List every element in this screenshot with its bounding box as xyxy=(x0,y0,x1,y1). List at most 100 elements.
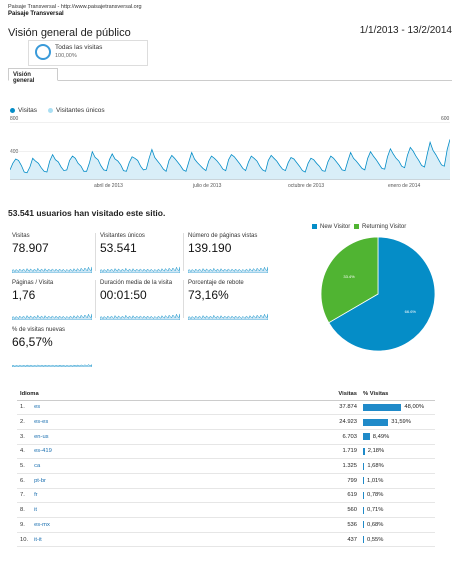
visits-area-chart xyxy=(10,122,450,180)
table-row: 8. it 560 0,71% xyxy=(17,502,435,518)
y-tick-800: 800 xyxy=(10,116,19,122)
language-link[interactable]: es-mx xyxy=(31,517,320,533)
row-pct: 2,18% xyxy=(367,448,385,455)
row-index: 9. xyxy=(17,517,32,533)
metric-divider xyxy=(183,280,184,318)
metric-label: Páginas / Visita xyxy=(12,280,54,286)
row-visits: 619 xyxy=(320,488,360,504)
metric-value: 66,57% xyxy=(12,335,53,349)
metric-unique-visitors[interactable]: Visitantes únicos 53.541 xyxy=(100,233,180,273)
language-link[interactable]: en-us xyxy=(31,429,320,445)
y-right-tick-600: 600 xyxy=(441,116,450,122)
legend-unique[interactable]: Visitantes únicos xyxy=(48,107,105,114)
pie-legend-returning-label: Returning Visitor xyxy=(362,224,407,231)
unique-dot-icon xyxy=(48,107,53,113)
sparkline-path xyxy=(188,313,268,320)
new-visitor-swatch-icon xyxy=(312,224,317,229)
language-link[interactable]: ca xyxy=(31,458,320,474)
language-link[interactable]: es xyxy=(31,400,320,416)
language-link[interactable]: it xyxy=(31,502,320,518)
row-pct: 0,68% xyxy=(367,521,384,528)
metric-bounce-rate[interactable]: Porcentaje de rebote 73,16% xyxy=(188,280,268,320)
sparkline-path xyxy=(12,266,92,273)
table-header-row: Idioma Visitas % Visitas xyxy=(17,388,435,401)
language-link[interactable]: es-es xyxy=(31,414,320,430)
language-link[interactable]: es-419 xyxy=(31,444,320,460)
pct-bar xyxy=(363,536,364,544)
language-table: Idioma Visitas % Visitas 1. es 37.874 48,00… xyxy=(17,388,435,548)
row-index: 10. xyxy=(17,532,32,548)
metric-sparkline xyxy=(12,266,92,273)
row-visits: 37.874 xyxy=(320,400,360,416)
metric-value: 53.541 xyxy=(100,241,137,255)
row-pct: 48,00% xyxy=(404,404,425,411)
row-pct: 0,71% xyxy=(367,507,384,514)
table-row: 2. es-es 24.923 31,59% xyxy=(17,414,435,430)
row-index: 7. xyxy=(17,488,32,504)
col-header-pct-visits[interactable]: % Visitas xyxy=(360,388,435,401)
metric-avg-duration[interactable]: Duración media de la visita 00:01:50 xyxy=(100,280,180,320)
row-pct: 8,49% xyxy=(372,433,390,440)
row-visits: 437 xyxy=(320,532,360,548)
language-link[interactable]: pt-br xyxy=(31,473,320,489)
row-index: 4. xyxy=(17,444,32,460)
x-tick-jul: julio de 2013 xyxy=(193,183,222,189)
row-pct-cell: 8,49% xyxy=(360,429,435,445)
pie-legend-new[interactable]: New Visitor xyxy=(312,224,350,230)
date-range[interactable]: 1/1/2013 - 13/2/2014 xyxy=(359,25,452,36)
row-visits: 6.703 xyxy=(320,429,360,445)
row-visits: 536 xyxy=(320,517,360,533)
row-index: 5. xyxy=(17,458,32,474)
language-link[interactable]: fr xyxy=(31,488,320,504)
metric-value: 139.190 xyxy=(188,241,232,255)
segment-label: Todas las visitas xyxy=(55,44,103,51)
pie-slice-new-visitor[interactable] xyxy=(328,236,436,352)
row-pct-cell: 48,00% xyxy=(360,400,435,416)
row-visits: 1.325 xyxy=(320,458,360,474)
metric-visits[interactable]: Visitas 78.907 xyxy=(12,233,92,273)
property-name: Paisaje Transversal xyxy=(8,11,64,17)
pct-bar xyxy=(363,521,364,529)
metric-pages-per-visit[interactable]: Páginas / Visita 1,76 xyxy=(12,280,92,320)
row-index: 3. xyxy=(17,429,32,445)
metric-label: Visitas xyxy=(12,233,30,239)
metric-sparkline xyxy=(100,313,180,320)
visitor-type-pie: 66.6% 33.4% xyxy=(320,236,436,352)
metric-label: Número de páginas vistas xyxy=(188,233,258,239)
metric-sparkline xyxy=(188,266,268,273)
y-tick-400: 400 xyxy=(10,149,19,155)
row-index: 2. xyxy=(17,414,32,430)
row-pct-cell: 0,55% xyxy=(360,532,435,548)
users-headline: 53.541 usuarios han visitado este sitio. xyxy=(8,208,166,218)
tab-overview[interactable]: Visión general xyxy=(8,68,58,84)
table-row: 1. es 37.874 48,00% xyxy=(17,400,435,416)
report-source: Paisaje Transversal - http://www.paisaje… xyxy=(8,4,142,10)
row-visits: 1.719 xyxy=(320,444,360,460)
pct-bar xyxy=(363,462,365,470)
metric-new-visits[interactable]: % de visitas nuevas 66,57% xyxy=(12,327,92,367)
pct-bar xyxy=(363,491,364,499)
metric-sparkline xyxy=(188,313,268,320)
sparkline-path xyxy=(188,266,268,273)
metric-sparkline xyxy=(12,364,92,367)
pie-slice-returning-visitor[interactable] xyxy=(320,236,379,324)
page-title: Visión general de público xyxy=(8,27,131,39)
metric-sparkline xyxy=(100,266,180,273)
x-tick-apr: abril de 2013 xyxy=(94,183,123,189)
legend-unique-label: Visitantes únicos xyxy=(56,107,105,114)
language-link[interactable]: it-it xyxy=(31,532,320,548)
table-row: 5. ca 1.325 1,68% xyxy=(17,458,435,474)
row-pct-cell: 0,71% xyxy=(360,502,435,518)
col-header-language[interactable]: Idioma xyxy=(17,388,320,401)
x-tick-oct: octubre de 2013 xyxy=(288,183,325,189)
row-pct-cell: 1,01% xyxy=(360,473,435,489)
row-pct: 1,01% xyxy=(367,477,384,484)
legend-visits[interactable]: Visitas xyxy=(10,107,37,114)
metric-label: % de visitas nuevas xyxy=(12,327,66,333)
col-header-visits[interactable]: Visitas xyxy=(320,388,360,401)
metric-label: Duración media de la visita xyxy=(100,280,173,286)
metric-pageviews[interactable]: Número de páginas vistas 139.190 xyxy=(188,233,268,273)
metric-value: 73,16% xyxy=(188,288,229,302)
pie-legend-returning[interactable]: Returning Visitor xyxy=(354,224,406,230)
metric-value: 1,76 xyxy=(12,288,36,302)
